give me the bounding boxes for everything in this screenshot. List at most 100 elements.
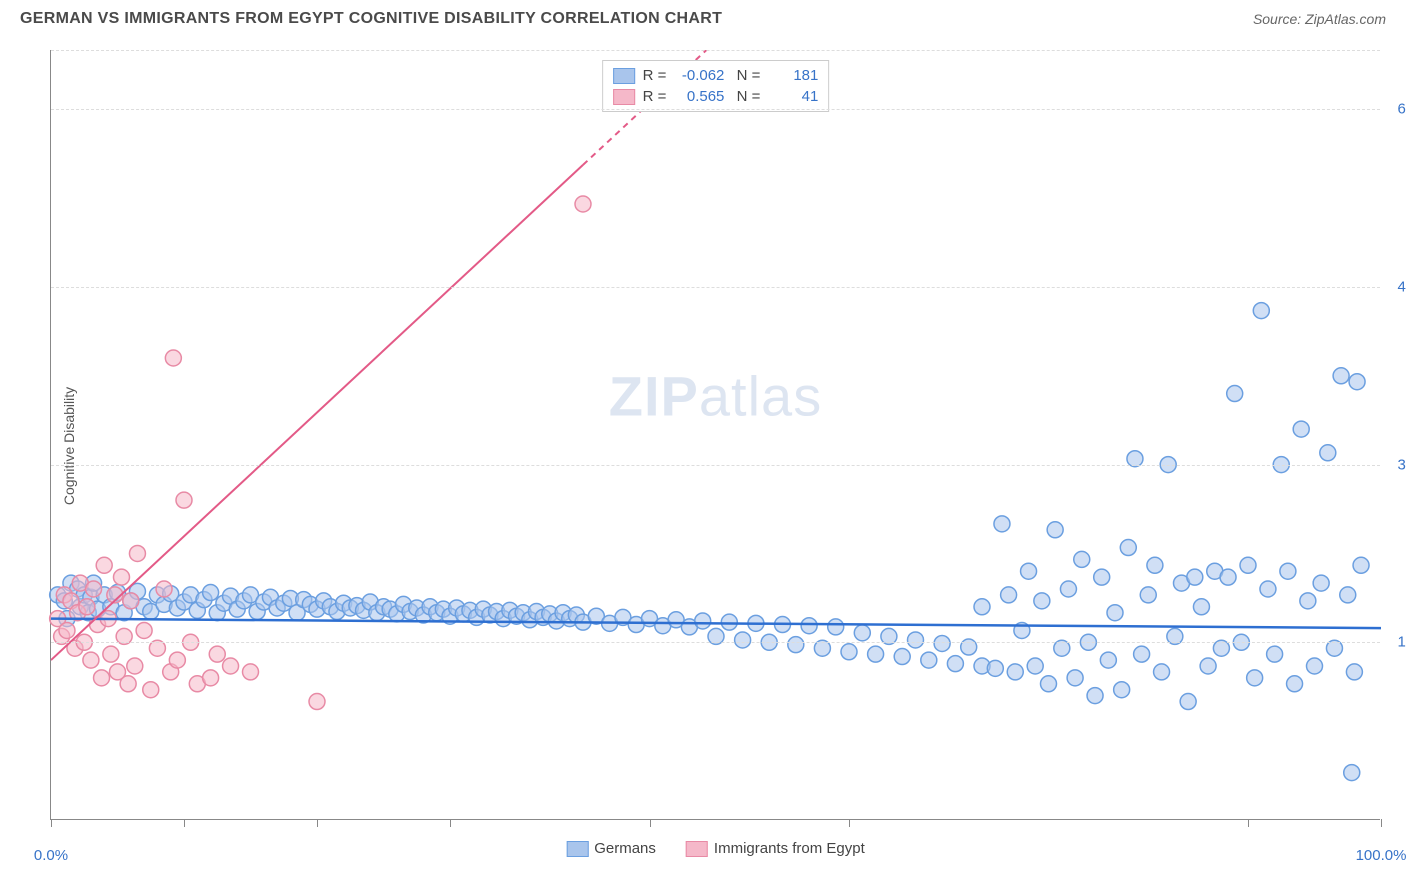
scatter-point <box>1307 658 1323 674</box>
scatter-point <box>120 676 136 692</box>
scatter-point <box>994 516 1010 532</box>
scatter-point <box>1253 303 1269 319</box>
scatter-point <box>243 664 259 680</box>
scatter-point <box>1134 646 1150 662</box>
legend-series-item: Immigrants from Egypt <box>686 840 865 857</box>
scatter-point <box>1287 676 1303 692</box>
legend-n-label: N = <box>732 88 760 105</box>
scatter-point <box>575 196 591 212</box>
scatter-point <box>934 635 950 651</box>
scatter-point <box>156 581 172 597</box>
scatter-point <box>136 622 152 638</box>
x-tick <box>317 819 318 827</box>
scatter-point <box>1220 569 1236 585</box>
legend-swatch <box>566 841 588 857</box>
scatter-point <box>96 557 112 573</box>
scatter-point <box>1021 563 1037 579</box>
x-tick <box>184 819 185 827</box>
legend-n-value: 181 <box>768 67 818 84</box>
scatter-point <box>1240 557 1256 573</box>
scatter-point <box>921 652 937 668</box>
scatter-point <box>59 622 75 638</box>
scatter-point <box>94 670 110 686</box>
legend-swatch <box>686 841 708 857</box>
gridline-h <box>51 642 1380 643</box>
scatter-point <box>1074 551 1090 567</box>
scatter-point <box>1300 593 1316 609</box>
scatter-point <box>103 646 119 662</box>
scatter-point <box>1067 670 1083 686</box>
scatter-point <box>974 599 990 615</box>
scatter-point <box>1340 587 1356 603</box>
y-tick-label: 45.0% <box>1385 278 1406 295</box>
scatter-point <box>801 618 817 634</box>
gridline-h <box>51 465 1380 466</box>
scatter-point <box>1187 569 1203 585</box>
scatter-point <box>1114 682 1130 698</box>
scatter-point <box>1060 581 1076 597</box>
scatter-point <box>176 492 192 508</box>
scatter-point <box>1349 374 1365 390</box>
trend-line <box>51 619 1381 628</box>
scatter-point <box>1107 605 1123 621</box>
scatter-point <box>169 652 185 668</box>
scatter-point <box>908 632 924 648</box>
scatter-point <box>1094 569 1110 585</box>
scatter-point <box>1227 386 1243 402</box>
legend-r-label: R = <box>643 88 667 105</box>
scatter-svg <box>51 50 1380 819</box>
scatter-point <box>1193 599 1209 615</box>
x-tick-label: 0.0% <box>34 847 68 864</box>
chart-title: GERMAN VS IMMIGRANTS FROM EGYPT COGNITIV… <box>20 10 722 28</box>
y-tick-label: 30.0% <box>1385 456 1406 473</box>
scatter-point <box>1260 581 1276 597</box>
y-tick-label: 60.0% <box>1385 101 1406 118</box>
scatter-point <box>209 646 225 662</box>
legend-series-label: Immigrants from Egypt <box>714 840 865 857</box>
x-tick <box>1248 819 1249 827</box>
scatter-point <box>83 652 99 668</box>
legend-n-value: 41 <box>768 88 818 105</box>
scatter-point <box>1027 658 1043 674</box>
scatter-point <box>1353 557 1369 573</box>
scatter-point <box>735 632 751 648</box>
scatter-point <box>143 682 159 698</box>
scatter-point <box>113 569 129 585</box>
scatter-point <box>127 658 143 674</box>
legend-series-label: Germans <box>594 840 656 857</box>
chart-source: Source: ZipAtlas.com <box>1253 11 1386 27</box>
scatter-point <box>1047 522 1063 538</box>
scatter-point <box>1293 421 1309 437</box>
scatter-point <box>79 599 95 615</box>
legend-n-label: N = <box>732 67 760 84</box>
legend-correlation: R =-0.062 N =181R =0.565 N =41 <box>602 60 830 112</box>
scatter-point <box>1320 445 1336 461</box>
x-tick <box>51 819 52 827</box>
scatter-point <box>1280 563 1296 579</box>
x-tick-label: 100.0% <box>1356 847 1406 864</box>
scatter-point <box>1247 670 1263 686</box>
legend-swatch <box>613 68 635 84</box>
scatter-point <box>1087 688 1103 704</box>
scatter-point <box>828 619 844 635</box>
y-tick-label: 15.0% <box>1385 634 1406 651</box>
scatter-point <box>1147 557 1163 573</box>
scatter-point <box>1007 664 1023 680</box>
scatter-point <box>223 658 239 674</box>
scatter-point <box>165 350 181 366</box>
scatter-point <box>309 694 325 710</box>
legend-series: Germans Immigrants from Egypt <box>566 840 865 857</box>
legend-swatch <box>613 89 635 105</box>
scatter-point <box>894 649 910 665</box>
scatter-point <box>203 670 219 686</box>
x-tick <box>849 819 850 827</box>
legend-correlation-row: R =-0.062 N =181 <box>613 65 819 86</box>
scatter-point <box>1344 765 1360 781</box>
scatter-point <box>841 644 857 660</box>
scatter-point <box>1346 664 1362 680</box>
scatter-point <box>788 637 804 653</box>
scatter-point <box>129 545 145 561</box>
scatter-point <box>987 660 1003 676</box>
chart-header: GERMAN VS IMMIGRANTS FROM EGYPT COGNITIV… <box>0 0 1406 36</box>
legend-r-value: -0.062 <box>674 67 724 84</box>
